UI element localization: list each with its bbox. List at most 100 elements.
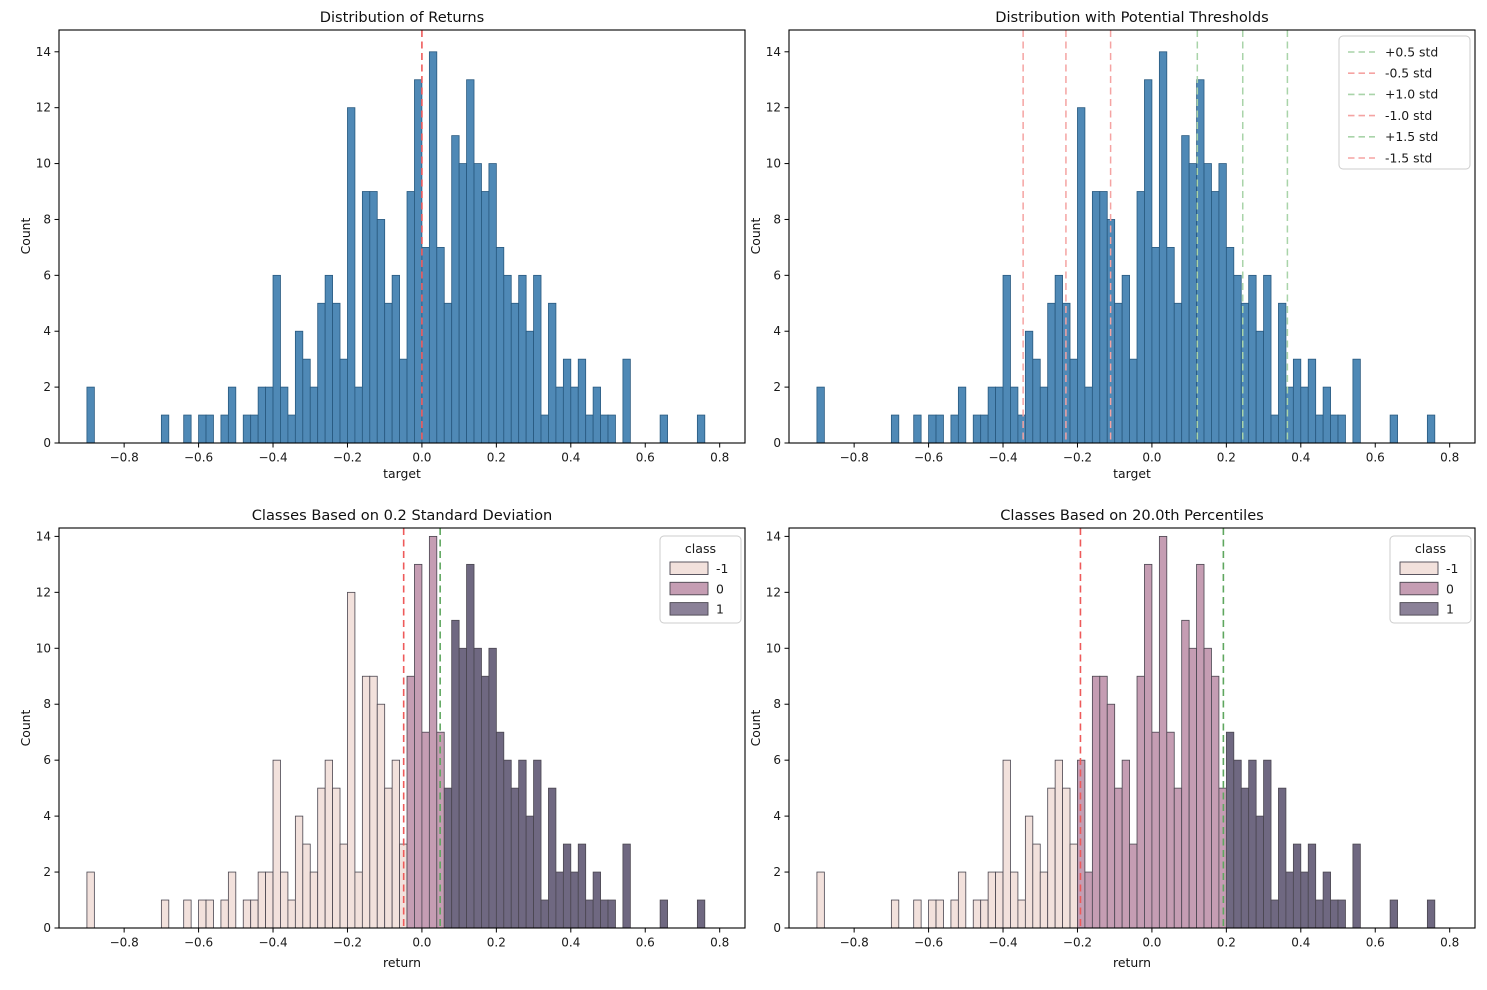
histogram-bar bbox=[1352, 358, 1361, 444]
histogram-bar bbox=[339, 843, 348, 929]
histogram-bar bbox=[481, 675, 490, 929]
axes-spines bbox=[788, 527, 1476, 929]
histogram-bar bbox=[495, 731, 505, 929]
histogram-bar bbox=[562, 358, 572, 444]
histogram-bar bbox=[1173, 787, 1183, 929]
histogram-bar bbox=[198, 899, 207, 929]
histogram-bar bbox=[1203, 647, 1212, 929]
histogram-bar bbox=[1106, 703, 1116, 929]
histogram-bar bbox=[242, 899, 252, 929]
histogram-bar bbox=[518, 274, 527, 444]
histogram-bar bbox=[1084, 871, 1093, 929]
histogram-bar bbox=[294, 330, 304, 444]
y-tick-label: 12 bbox=[36, 585, 51, 599]
histogram-bar bbox=[369, 675, 378, 929]
chart-title: Distribution of Returns bbox=[319, 9, 485, 26]
plot-area: −0.8 −0.6 −0.4 −0.2 0.0 0.2 0.4 0.6 0.8 0 2 4 6 8 10 12… bbox=[766, 29, 1476, 465]
legend-label: +0.5 std bbox=[1385, 44, 1438, 59]
histogram-bar bbox=[1292, 358, 1302, 444]
y-tick-label: 6 bbox=[43, 753, 51, 767]
x-tick-label: 0.6 bbox=[1366, 936, 1385, 950]
legend-label: 1 bbox=[1446, 602, 1454, 617]
histogram-bar bbox=[473, 163, 482, 444]
y-tick-label: 6 bbox=[773, 268, 781, 282]
histogram-bar bbox=[1188, 647, 1197, 929]
histogram-bar bbox=[406, 191, 415, 444]
x-tick-label: 0.6 bbox=[1366, 451, 1385, 465]
histogram-bar bbox=[525, 815, 534, 929]
histogram-bar bbox=[384, 787, 393, 929]
x-tick-label: 0.2 bbox=[1217, 936, 1236, 950]
histogram-bar bbox=[1389, 899, 1398, 929]
histogram-bar bbox=[242, 414, 252, 444]
legend-patch bbox=[669, 561, 709, 575]
x-axis-label: return bbox=[1113, 955, 1151, 970]
histogram-bar bbox=[592, 871, 601, 929]
legend-title: class bbox=[1415, 541, 1446, 556]
histogram-bar bbox=[1039, 386, 1049, 444]
x-axis-label: return bbox=[383, 955, 421, 970]
legend-label: -1 bbox=[1446, 561, 1458, 576]
histogram-bar bbox=[503, 759, 512, 929]
histogram-bar bbox=[1166, 246, 1175, 444]
histogram-bar bbox=[1017, 414, 1026, 444]
x-tick-label: −0.6 bbox=[184, 936, 213, 950]
histogram-bar bbox=[1300, 871, 1309, 929]
histogram-bar bbox=[995, 871, 1004, 929]
x-tick-label: 0.4 bbox=[561, 936, 580, 950]
histogram-bar bbox=[1225, 246, 1235, 444]
histogram-bar bbox=[1270, 899, 1279, 929]
legend-label: +1.0 std bbox=[1385, 87, 1438, 102]
histogram-bar bbox=[1248, 759, 1257, 929]
histogram-bar bbox=[816, 386, 825, 444]
histogram-bar bbox=[570, 871, 579, 929]
histogram-bar bbox=[1426, 414, 1436, 444]
histogram-bar bbox=[935, 899, 944, 929]
histogram-bar bbox=[1114, 787, 1123, 929]
histogram-bar bbox=[1278, 787, 1287, 929]
histogram-bar bbox=[1151, 731, 1160, 929]
histogram-bar bbox=[1240, 787, 1250, 929]
histogram-bar bbox=[421, 246, 430, 444]
y-tick-label: 8 bbox=[773, 212, 781, 226]
histogram-bar bbox=[317, 302, 326, 444]
histogram-bar bbox=[1069, 843, 1078, 929]
histogram-bar bbox=[488, 163, 497, 444]
histogram-bar bbox=[1054, 274, 1063, 444]
histogram-bar bbox=[555, 871, 564, 929]
y-tick-label: 0 bbox=[43, 921, 51, 935]
legend-label: -0.5 std bbox=[1385, 66, 1432, 81]
histogram-bar bbox=[1337, 899, 1346, 929]
histogram-bar bbox=[1300, 386, 1309, 444]
legend-label: -1 bbox=[716, 561, 728, 576]
y-tick-label: 0 bbox=[773, 436, 781, 450]
histogram-bar bbox=[1255, 815, 1264, 929]
histogram-bar bbox=[466, 79, 475, 444]
legend-patch bbox=[1399, 602, 1439, 616]
legend-label: -1.5 std bbox=[1385, 150, 1432, 165]
x-tick-label: 0.0 bbox=[412, 451, 431, 465]
histogram-bar bbox=[399, 358, 408, 444]
histogram-bar bbox=[1062, 787, 1071, 929]
histogram-bar bbox=[257, 386, 266, 444]
histogram-bar bbox=[160, 899, 170, 929]
histogram-bar bbox=[428, 535, 438, 929]
histogram-bar bbox=[533, 274, 542, 444]
histogram-bar bbox=[540, 414, 549, 444]
histogram-bar bbox=[1248, 274, 1257, 444]
histogram-bar bbox=[1121, 274, 1130, 444]
y-tick-label: 12 bbox=[36, 101, 51, 115]
histogram-bar bbox=[1263, 274, 1272, 444]
histogram-bar bbox=[928, 899, 937, 929]
histogram-bar bbox=[205, 899, 214, 929]
histogram-bar bbox=[928, 414, 937, 444]
x-tick-label: −0.8 bbox=[840, 451, 869, 465]
y-tick-label: 10 bbox=[766, 157, 781, 171]
histogram-bar bbox=[384, 302, 393, 444]
histogram-bar bbox=[1010, 386, 1019, 444]
y-tick-label: 4 bbox=[773, 809, 781, 823]
histogram-bar bbox=[1292, 843, 1302, 929]
legend-box bbox=[1389, 535, 1472, 624]
y-tick-label: 2 bbox=[773, 380, 781, 394]
